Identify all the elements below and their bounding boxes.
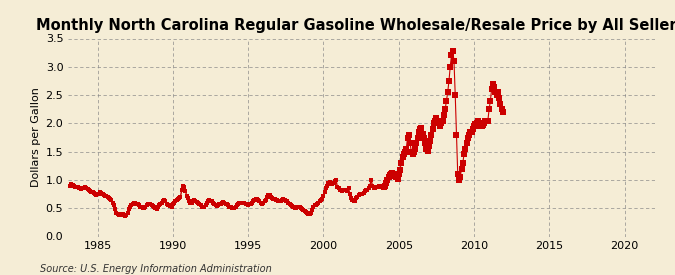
Text: Source: U.S. Energy Information Administration: Source: U.S. Energy Information Administ… <box>40 264 272 274</box>
Y-axis label: Dollars per Gallon: Dollars per Gallon <box>32 87 41 188</box>
Title: Monthly North Carolina Regular Gasoline Wholesale/Resale Price by All Sellers: Monthly North Carolina Regular Gasoline … <box>36 18 675 33</box>
